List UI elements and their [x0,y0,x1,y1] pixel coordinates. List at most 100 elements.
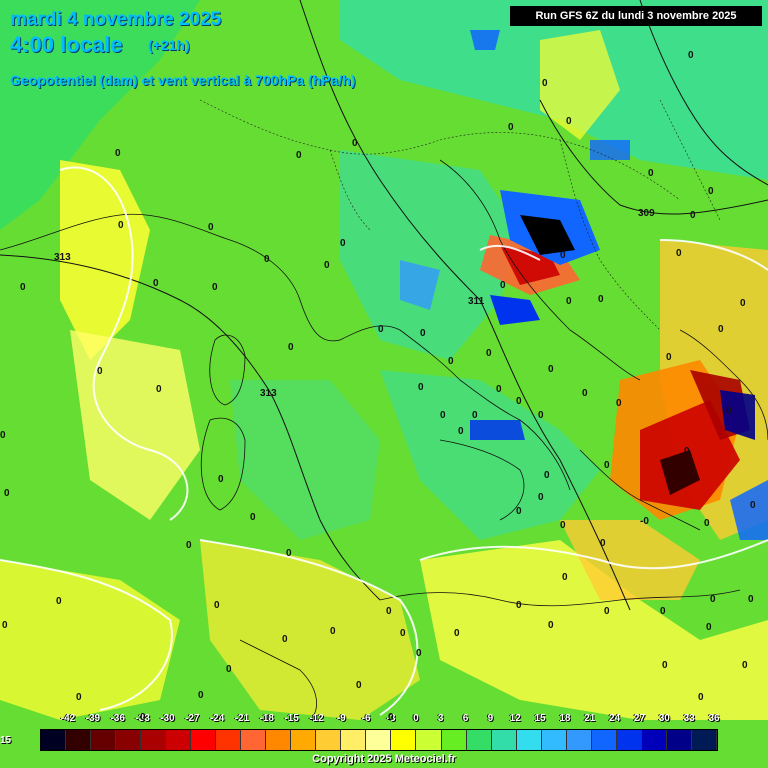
vertical-wind-value-label: 0 [20,282,26,293]
vertical-wind-value-label: 0 [516,600,522,611]
vertical-wind-value-label: 0 [264,254,270,265]
vertical-wind-value-label: 0 [660,606,666,617]
copyright-text: Copyright 2025 Meteociel.fr [312,753,456,765]
vertical-wind-value-label: 0 [420,328,426,339]
vertical-wind-value-label: 0 [226,664,232,675]
vertical-wind-value-label: 0 [600,538,606,549]
vertical-wind-value-label: 0 [416,648,422,659]
legend-tick-label: 6 [462,713,469,724]
vertical-wind-value-label: 0 [560,520,566,531]
forecast-date: mardi 4 novembre 2025 [10,9,222,30]
vertical-wind-value-label: 0 [508,122,514,133]
vertical-wind-value-label: 0 [378,324,384,335]
legend-tick-label: 27 [633,713,646,724]
legend-swatch [441,730,467,750]
vertical-wind-value-label: 0 [140,712,146,723]
vertical-wind-value-label: 0 [750,500,756,511]
legend-tick-label: 33 [683,713,695,724]
vertical-wind-value-label: 0 [560,250,566,261]
vertical-wind-value-label: 0 [340,238,346,249]
forecast-lead-time: (+21h) [148,37,190,53]
legend-tick-label: -36 [110,713,125,724]
forecast-time: 4:00 locale [10,32,123,57]
legend-swatch [191,730,217,750]
legend-swatch [141,730,167,750]
vertical-wind-value-label: 0 [566,116,572,127]
legend-tick-label: 3 [437,713,444,724]
vertical-wind-value-label: 0 [688,50,694,61]
legend-tick-label: -15 [284,713,299,724]
legend-swatch [641,730,667,750]
vertical-wind-value-label: 0 [548,620,554,631]
vertical-wind-value-label: 0 [76,692,82,703]
vertical-wind-value-label: 0 [282,634,288,645]
vertical-wind-value-label: 0 [56,596,62,607]
vertical-wind-value-label: 0 [690,210,696,221]
legend-tick-label: -42 [60,713,76,724]
vertical-wind-value-label: 0 [296,150,302,161]
vertical-wind-value-label: 0 [516,396,522,407]
vertical-wind-value-label: 0 [706,622,712,633]
vertical-wind-value-label: 0 [710,594,716,605]
vertical-wind-value-label: 0 [742,660,748,671]
vertical-wind-value-label: 0 [604,460,610,471]
vertical-wind-value-label: 0 [440,410,446,421]
color-scale-legend [40,729,718,751]
vertical-wind-value-label: 0 [218,474,224,485]
legend-swatch [491,730,517,750]
legend-tick-label: -18 [259,713,274,724]
legend-tick-label: -9 [336,713,346,724]
contour-label: 313 [54,252,71,263]
vertical-wind-value-label: 0 [324,260,330,271]
legend-tick-label: -24 [209,713,225,724]
vertical-wind-value-label: 0 [542,78,548,89]
vertical-wind-value-label: 0 [198,690,204,701]
legend-swatch [416,730,442,750]
vertical-wind-value-label: 0 [616,398,622,409]
vertical-wind-value-label: 0 [286,548,292,559]
legend-tick-label: -21 [234,713,250,724]
coastlines [0,159,768,721]
legend-tick-label: 30 [658,713,670,724]
vertical-wind-value-label: 0 [418,382,424,393]
legend-swatch [216,730,242,750]
vertical-wind-value-label: 0 [400,628,406,639]
legend-swatch [391,730,417,750]
legend-swatch [341,730,367,750]
legend-tick-label: 9 [487,713,494,724]
contour-label: 313 [260,388,277,399]
vertical-wind-value-label: 0 [666,352,672,363]
vertical-wind-value-label: 0 [2,620,8,631]
vertical-wind-value-label: 0 [582,388,588,399]
vertical-wind-value-label: 0 [386,606,392,617]
legend-swatch [591,730,617,750]
vertical-wind-value-label: 0 [516,506,522,517]
vertical-wind-value-label: 0 [538,410,544,421]
legend-tick-label: -39 [85,713,101,724]
legend-tick-label: -6 [361,713,371,724]
vertical-wind-value-label: 0 [648,168,654,179]
vertical-wind-value-label: 0 [676,248,682,259]
contour-label: 309 [638,208,655,219]
legend-swatch [166,730,192,750]
vertical-wind-value-label: 0 [288,342,294,353]
vertical-wind-value-label: 0 [708,186,714,197]
vertical-wind-value-label: 0 [4,488,10,499]
vertical-wind-value-label: 0 [208,222,214,233]
legend-swatch [516,730,542,750]
vertical-wind-value-label: 0 [212,282,218,293]
legend-tick-label: 21 [584,713,596,724]
edge-value-label: 15 [0,735,12,746]
vertical-wind-value-label: 0 [115,148,121,159]
vertical-wind-value-label: 0 [566,296,572,307]
vertical-wind-value-label: 0 [156,384,162,395]
legend-tick-label: -3 [386,713,396,724]
vertical-wind-value-label: 0 [186,540,192,551]
vertical-wind-value-label: 0 [97,366,103,377]
zero-lines [0,166,768,716]
legend-swatch [91,730,117,750]
legend-swatch [566,730,592,750]
vertical-wind-value-label: 0 [472,410,478,421]
vertical-wind-value-label: 0 [500,280,506,291]
vertical-wind-value-label: 0 [214,600,220,611]
